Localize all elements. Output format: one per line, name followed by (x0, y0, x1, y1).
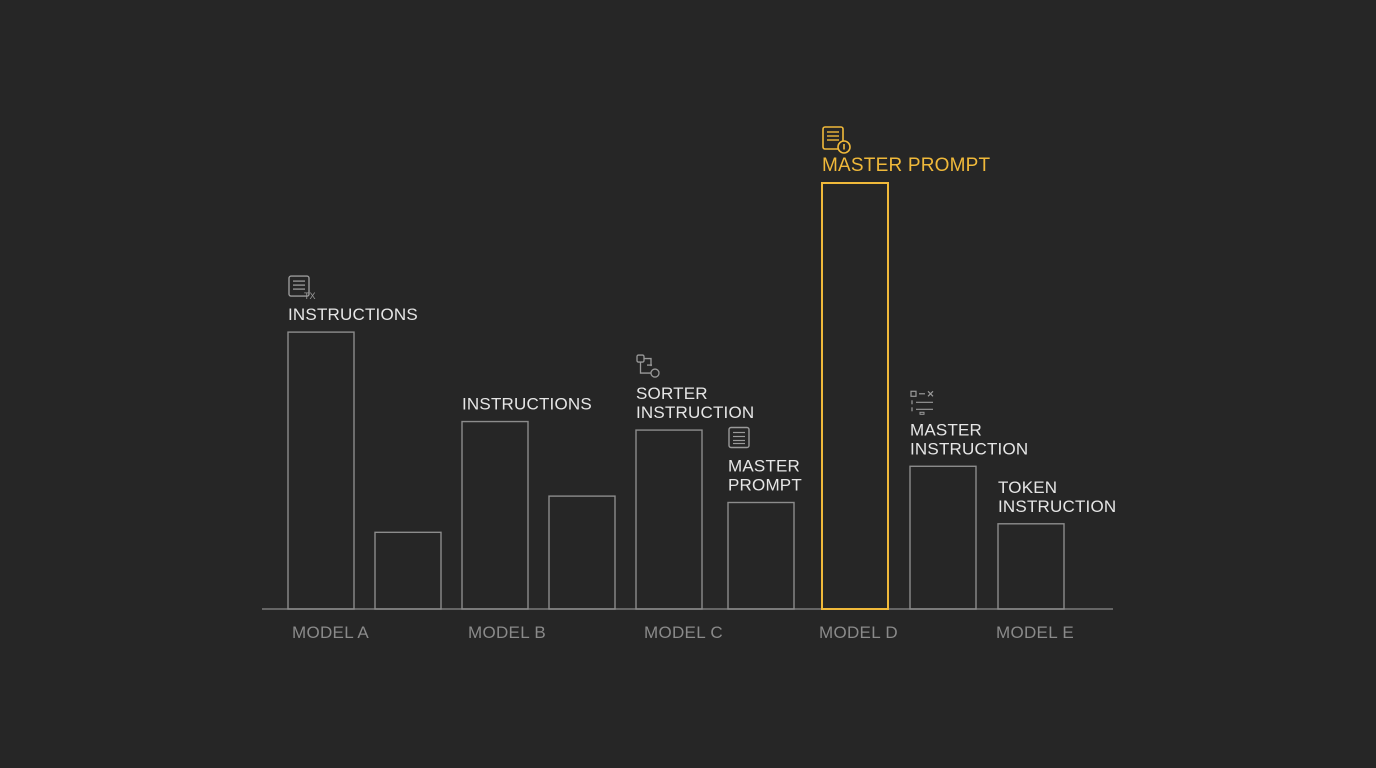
svg-text:TX: TX (304, 291, 316, 301)
x-tick-label: MODEL C (644, 623, 723, 642)
bar-label: INSTRUCTIONS (288, 305, 418, 324)
bar-label: MASTER (910, 420, 982, 439)
bar-model-c-4 (635, 429, 703, 610)
x-tick-label: MODEL E (996, 623, 1074, 642)
bar-label: INSTRUCTION (998, 497, 1116, 516)
bar-label: INSTRUCTIONS (462, 395, 592, 414)
bar-model-a-1 (374, 531, 442, 610)
bar-label: MASTER (728, 457, 800, 476)
document-icon (728, 426, 750, 449)
x-tick-label: MODEL D (819, 623, 898, 642)
bar-model-d-7 (909, 465, 977, 610)
bar-model-d-6 (821, 182, 889, 610)
x-tick-label: MODEL B (468, 623, 546, 642)
icons-layer: TX (288, 126, 934, 449)
bar-label: TOKEN (998, 478, 1057, 497)
document-alert-icon (822, 126, 851, 154)
bar-label: SORTER (636, 384, 708, 403)
x-tick-labels-layer: MODEL A MODEL B MODEL C MODEL D MODEL E (292, 623, 1074, 642)
bar-model-b-3 (548, 495, 616, 610)
bar-model-c-5 (727, 501, 795, 610)
bar-model-e-8 (997, 523, 1065, 610)
workflow-icon (636, 354, 660, 378)
bar-model-a-0 (287, 331, 355, 610)
bar-model-b-2 (461, 420, 529, 610)
bars-layer (287, 182, 1065, 610)
bar-label: PROMPT (728, 476, 802, 495)
bar-label: INSTRUCTION (636, 403, 754, 422)
checklist-icon (910, 390, 934, 415)
x-tick-label: MODEL A (292, 623, 369, 642)
bar-labels-layer: INSTRUCTIONSINSTRUCTIONSSORTERINSTRUCTIO… (288, 155, 1116, 516)
document-text-icon: TX (288, 275, 316, 301)
bar-label: INSTRUCTION (910, 439, 1028, 458)
bar-label: MASTER PROMPT (822, 155, 991, 176)
